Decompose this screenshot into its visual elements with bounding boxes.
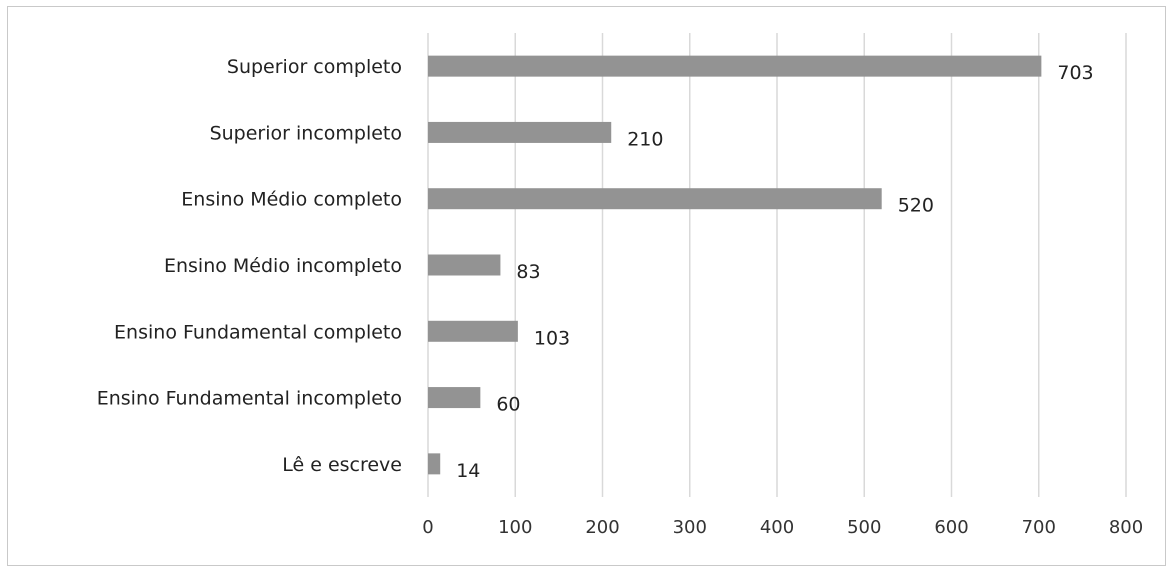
x-tick-label: 800 — [1109, 517, 1143, 538]
chart-frame — [7, 6, 1166, 566]
x-tick-label: 0 — [422, 517, 433, 538]
x-tick-label: 100 — [498, 517, 532, 538]
x-tick-label: 400 — [760, 517, 794, 538]
category-label: Ensino Médio incompleto — [164, 255, 402, 277]
bar — [428, 121, 612, 143]
x-tick-label: 600 — [934, 517, 968, 538]
value-label: 520 — [898, 195, 934, 217]
x-tick-label: 500 — [847, 517, 881, 538]
value-label: 103 — [534, 327, 570, 349]
category-label: Ensino Fundamental completo — [114, 321, 402, 343]
value-label: 703 — [1057, 62, 1093, 84]
category-label: Superior incompleto — [210, 122, 402, 144]
value-label: 60 — [496, 394, 520, 416]
bar — [428, 55, 1042, 77]
value-label: 83 — [516, 261, 540, 283]
category-label: Ensino Médio completo — [181, 189, 402, 211]
bar — [428, 453, 441, 475]
bar — [428, 387, 481, 409]
category-label: Lê e escreve — [282, 454, 402, 476]
value-label: 14 — [456, 460, 480, 482]
x-tick-label: 700 — [1022, 517, 1056, 538]
x-tick-label: 300 — [673, 517, 707, 538]
bar — [428, 188, 882, 210]
category-label: Ensino Fundamental incompleto — [97, 388, 402, 410]
value-label: 210 — [627, 128, 663, 150]
bar — [428, 320, 518, 342]
category-label: Superior completo — [227, 56, 402, 78]
x-tick-label: 200 — [585, 517, 619, 538]
bar — [428, 254, 501, 276]
